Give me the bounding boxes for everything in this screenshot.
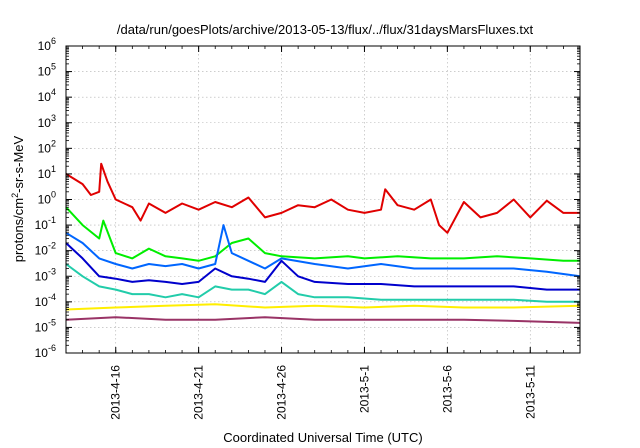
x-axis-label: Coordinated Universal Time (UTC) [223, 430, 422, 445]
series-line-4 [65, 242, 580, 291]
x-tick-label: 2013-5-6 [440, 365, 454, 413]
series-line-5 [65, 263, 580, 303]
y-tick-label: 10-4 [35, 292, 56, 309]
y-tick-label: 103 [38, 113, 56, 130]
y-tick-label: 106 [38, 36, 56, 53]
series-line-1 [65, 162, 580, 234]
x-tick-label: 2013-4-16 [109, 365, 123, 420]
y-tick-label: 10-1 [35, 215, 56, 232]
y-tick-label: 101 [38, 164, 56, 181]
y-tick-label: 10-6 [35, 343, 56, 360]
y-tick-label: 10-2 [35, 241, 56, 258]
y-tick-label: 10-3 [35, 266, 56, 283]
y-tick-label: 100 [38, 190, 56, 207]
chart-title: /data/run/goesPlots/archive/2013-05-13/f… [117, 22, 534, 37]
y-axis-label: protons/cm2-sr-s-MeV [10, 135, 26, 262]
series-layer [65, 162, 581, 324]
x-tick-label: 2013-5-11 [523, 365, 537, 419]
series-line-3 [65, 224, 581, 278]
x-axis-ticks: 2013-4-16 2013-4-21 2013-4-26 2013-5-1 2013-… [65, 46, 581, 420]
series-line-6 [65, 303, 581, 311]
y-tick-label: 10-5 [35, 317, 56, 334]
y-axis-label-pre: protons/cm [11, 198, 26, 262]
x-tick-label: 2013-5-1 [357, 365, 371, 413]
y-axis-label-sup: 2 [10, 193, 20, 198]
y-axis-ticks: 10-6 10-5 10-4 10-3 10-2 10-1 100 101 102 103 104 1… [35, 36, 580, 360]
y-tick-label: 104 [38, 87, 56, 104]
y-tick-label: 105 [38, 62, 56, 79]
y-axis-label-post: -sr-s-MeV [11, 135, 26, 192]
series-line-2 [65, 206, 580, 262]
x-tick-label: 2013-4-21 [192, 365, 206, 420]
series-line-7 [65, 316, 581, 324]
y-tick-label: 102 [38, 138, 56, 155]
x-tick-label: 2013-4-26 [275, 365, 289, 420]
